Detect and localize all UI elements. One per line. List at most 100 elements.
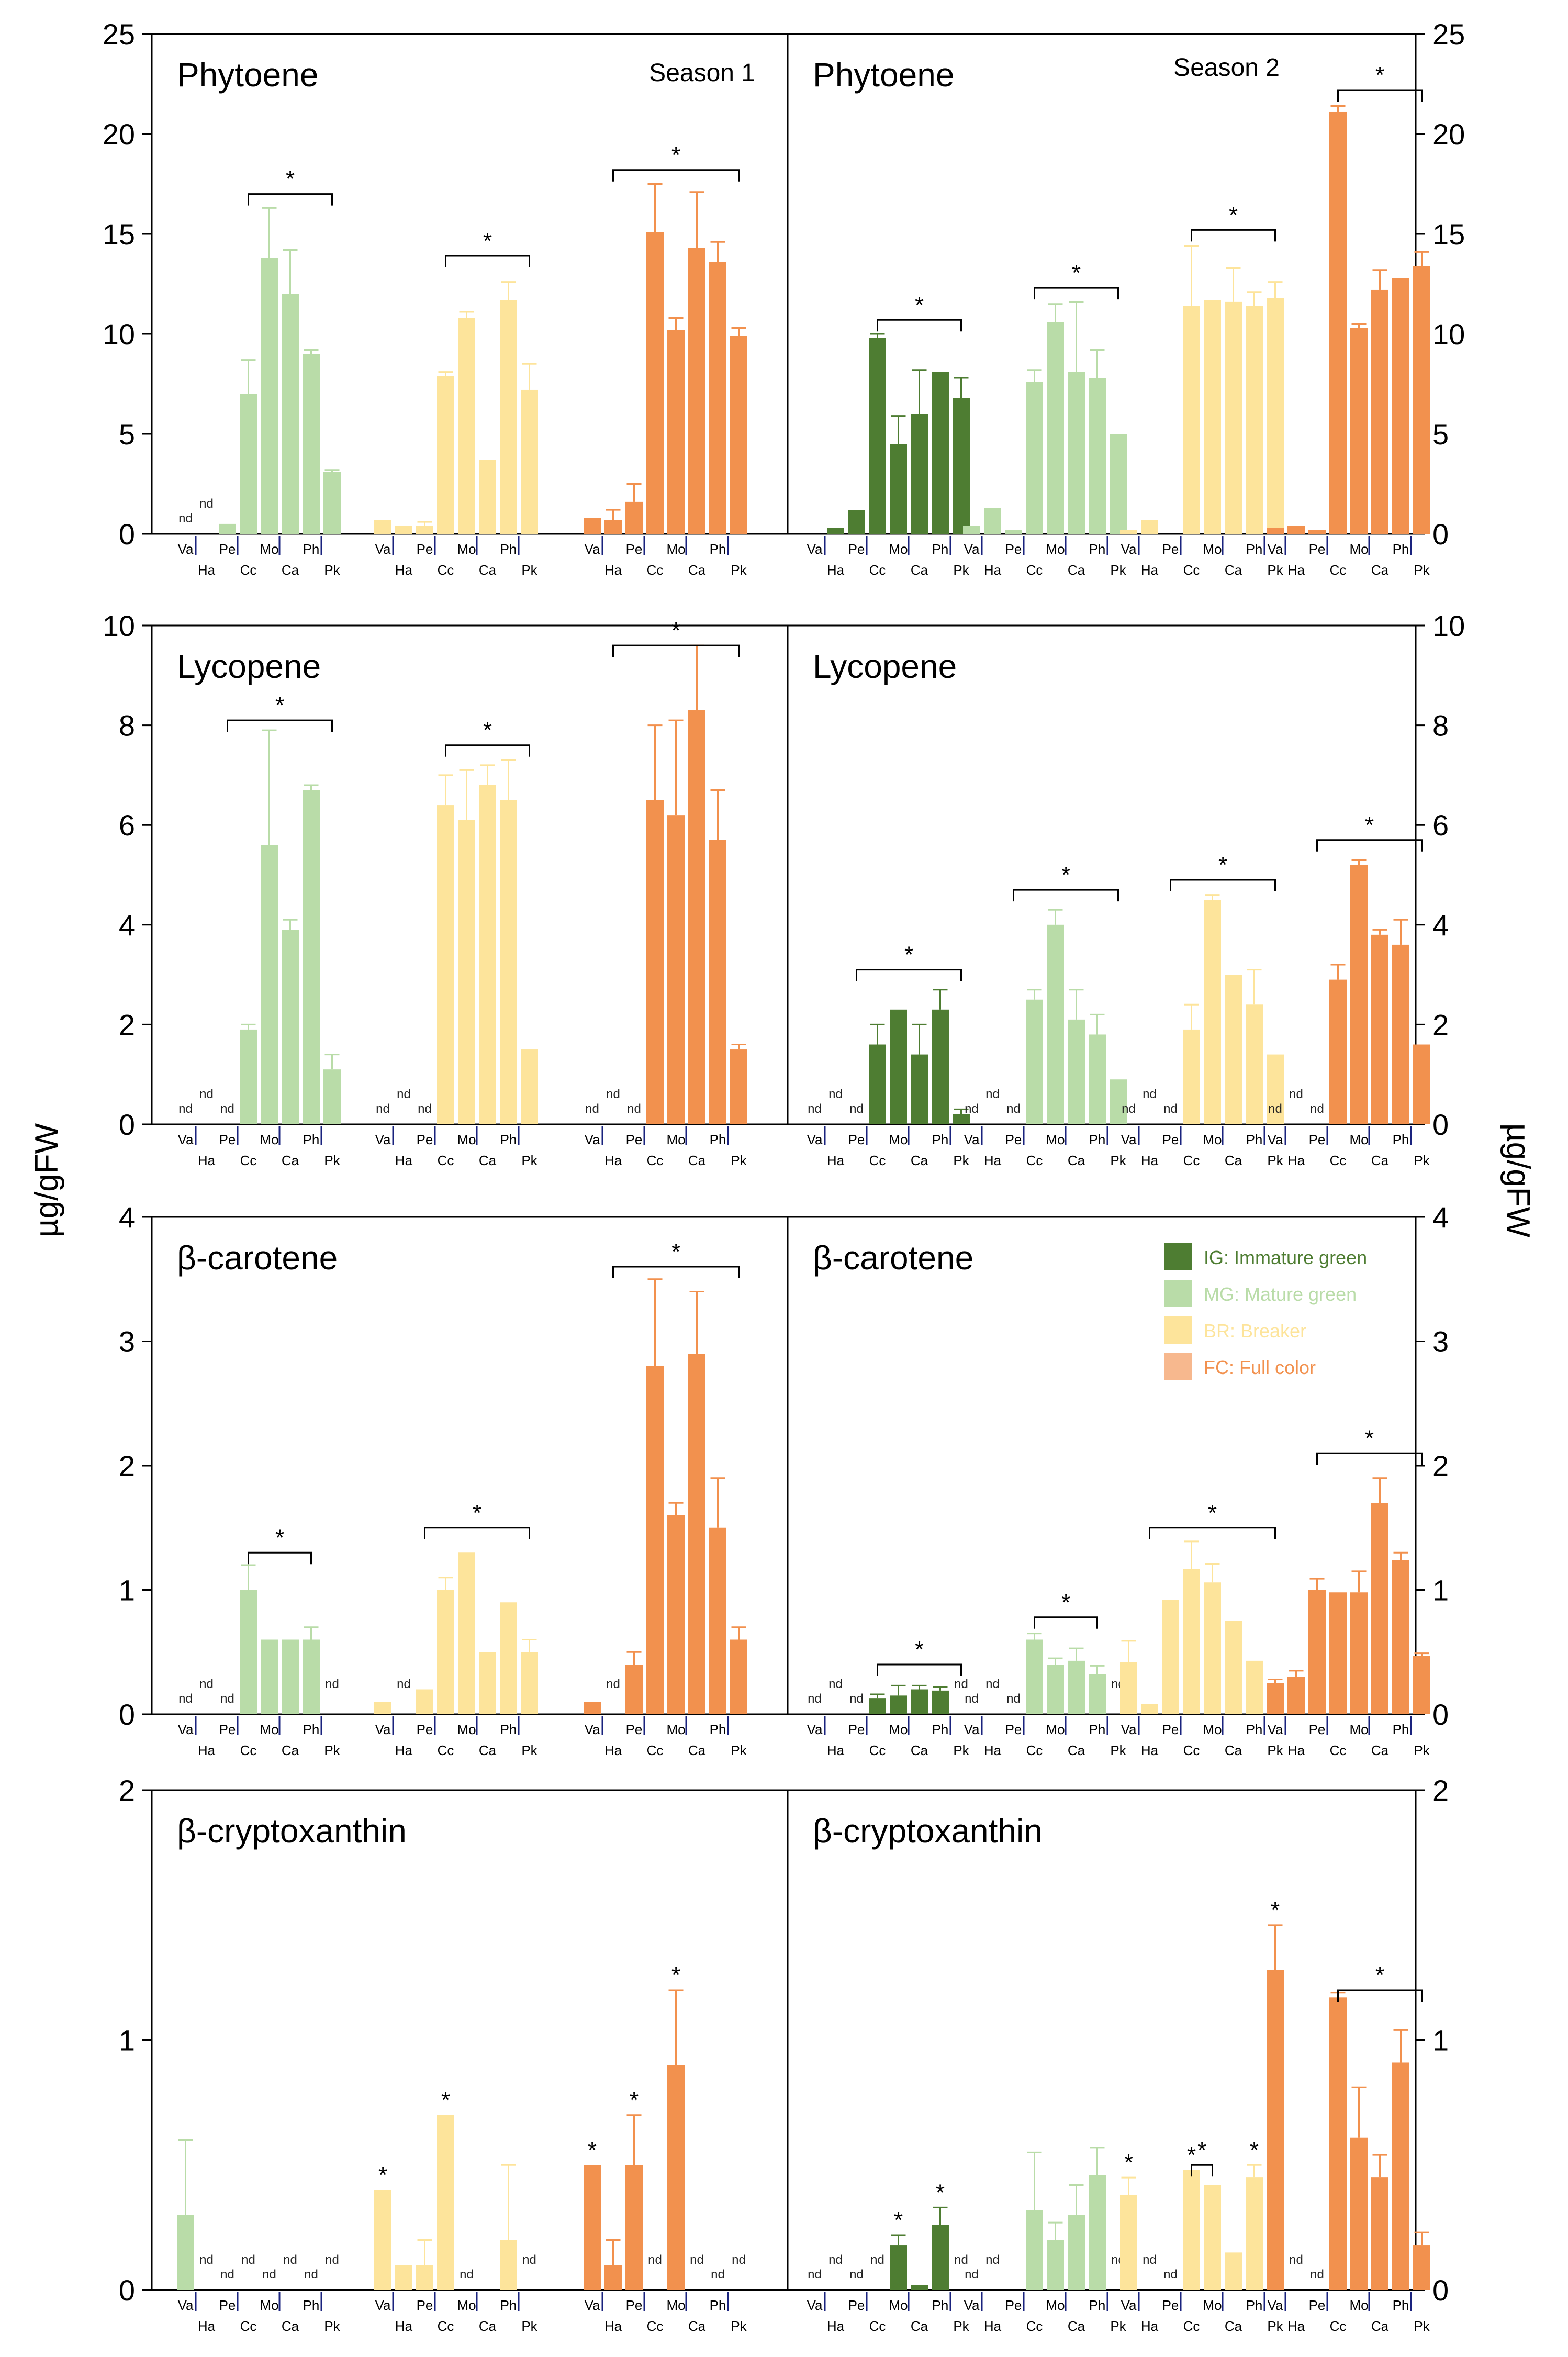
c1-xlabel-IG-Ph: Ph [932, 541, 949, 557]
c0-xlabel-MG-Pe: Pe [219, 541, 236, 557]
c2-xlabel-BR-Pe: Pe [417, 1132, 433, 1147]
legend-label-BR: BR: Breaker [1204, 1320, 1306, 1342]
y-axis-label-right: µg/gFW [1500, 1123, 1536, 1238]
c5-sigstar-IG: * [915, 1637, 924, 1662]
c0-ytick-label-5: 25 [103, 18, 135, 51]
c5-xlabel-MG-Pk: Pk [1110, 1742, 1126, 1758]
c2-sigstar-BR: * [483, 718, 492, 743]
c3-bar-MG-Mo [1047, 924, 1064, 1124]
c6-bar-BR-Cc [437, 2115, 454, 2290]
c0-sigstar-BR: * [483, 228, 492, 254]
c6-bar-BR-Va [374, 2190, 391, 2290]
c0-sigbracket-MG [248, 193, 333, 206]
c7-star-BR-Cc: * [1187, 2142, 1196, 2168]
c4-xlabel-MG-Ca: Ca [282, 1742, 299, 1758]
c4-bar-BR-Cc [437, 1590, 454, 1714]
c6-xlabel-BR-Pk: Pk [521, 2318, 537, 2334]
c0-bar-FC-Ha [604, 520, 622, 534]
c4-nd-BR-Ha: nd [397, 1677, 411, 1691]
c3-xlabel-BR-Pe: Pe [1162, 1132, 1179, 1147]
c2-sigstar-MG: * [275, 692, 284, 718]
c3-bar-BR-Ca [1225, 975, 1242, 1124]
c3-sigbracket-MG [1013, 889, 1119, 902]
c1-bar-IG-Cc [869, 338, 886, 534]
c7-xlabel-MG-Va: Va [964, 2297, 980, 2313]
c7-xlabel-MG-Ha: Ha [984, 2318, 1002, 2334]
c2-xlabel-BR-Ca: Ca [479, 1153, 497, 1168]
c1-bar-FC-Ca [1371, 289, 1388, 534]
c5-bar-BR-Pe [1162, 1600, 1179, 1714]
c0-xlabel-MG-Ca: Ca [282, 562, 299, 578]
c5-bar-IG-Ca [911, 1689, 928, 1714]
c2-nd-BR-Va: nd [376, 1102, 390, 1116]
c3-ytick-label-3: 6 [1432, 809, 1449, 842]
c5-nd-IG-Pe: nd [849, 1692, 864, 1706]
c4-ytick-label-0: 0 [119, 1698, 135, 1731]
c2-xlabel-MG-Ha: Ha [198, 1153, 216, 1168]
c2-xlabel-BR-Ph: Ph [500, 1132, 517, 1147]
c5-xlabel-FC-Pe: Pe [1309, 1722, 1326, 1737]
c5-ytick-label-1: 1 [1432, 1574, 1449, 1607]
c6-xlabel-BR-Cc: Cc [438, 2318, 454, 2334]
c4-nd-MG-Pk: nd [325, 1677, 339, 1691]
c3-bar-FC-Ca [1371, 934, 1388, 1124]
c7-bar-BR-Ph [1246, 2177, 1263, 2290]
c0-bar-FC-Mo [667, 330, 685, 534]
c6-title: β-cryptoxanthin [177, 1812, 407, 1850]
c3-xlabel-FC-Mo: Mo [1349, 1132, 1368, 1147]
c0-xlabel-BR-Pe: Pe [417, 541, 433, 557]
c4-bar-BR-Pe [416, 1689, 433, 1714]
c2-xlabel-MG-Va: Va [178, 1132, 194, 1147]
c5-bar-FC-Ca [1371, 1503, 1388, 1714]
c7-xlabel-BR-Ca: Ca [1225, 2318, 1242, 2334]
c3-xlabel-BR-Cc: Cc [1183, 1153, 1200, 1168]
c4-xlabel-BR-Pk: Pk [521, 1742, 537, 1758]
c6-nd-MG-Ca: nd [283, 2253, 297, 2267]
c0-xlabel-BR-Ph: Ph [500, 541, 517, 557]
c5-ytick-label-4: 4 [1432, 1201, 1449, 1234]
c6-xlabel-FC-Ha: Ha [604, 2318, 622, 2334]
c3-xlabel-MG-Ph: Ph [1089, 1132, 1106, 1147]
c5-bar-FC-Pk [1413, 1656, 1430, 1714]
c2-sigstar-FC: * [671, 618, 680, 643]
c7-xlabel-MG-Mo: Mo [1046, 2297, 1065, 2313]
c6-nd-FC-Cc: nd [648, 2253, 662, 2267]
c2-xlabel-FC-Cc: Cc [647, 1153, 664, 1168]
c6-bar-MG-Va [177, 2215, 194, 2290]
c1-bar-BR-Pk [1267, 298, 1284, 534]
c0-xlabel-FC-Ca: Ca [688, 562, 706, 578]
c0-bar-BR-Cc [437, 376, 454, 534]
c2-nd-MG-Pe: nd [220, 1102, 234, 1116]
c0-bar-BR-Ph [500, 300, 517, 534]
c7-xlabel-BR-Pe: Pe [1162, 2297, 1179, 2313]
c5-ytick-label-2: 2 [1432, 1449, 1449, 1482]
c1-sigstar-MG: * [1072, 260, 1081, 286]
c6-bar-FC-Mo [667, 2065, 685, 2290]
c5-ytick-label-3: 3 [1432, 1325, 1449, 1358]
c6-xlabel-BR-Mo: Mo [457, 2297, 476, 2313]
c6-xlabel-MG-Va: Va [178, 2297, 194, 2313]
c5-sigstar-BR: * [1208, 1500, 1217, 1526]
c1-bar-MG-Ca [1068, 372, 1085, 534]
c3-xlabel-FC-Va: Va [1268, 1132, 1283, 1147]
c5-xlabel-MG-Mo: Mo [1046, 1722, 1065, 1737]
c6-xlabel-BR-Va: Va [375, 2297, 391, 2313]
c3-nd-IG-Va: nd [808, 1102, 822, 1116]
c3-xlabel-MG-Pk: Pk [1110, 1153, 1126, 1168]
c1-bar-MG-Va [963, 526, 980, 534]
c5-bar-MG-Mo [1047, 1665, 1064, 1714]
c3-xlabel-FC-Ha: Ha [1287, 1153, 1305, 1168]
c0-xlabel-BR-Pk: Pk [521, 562, 537, 578]
c1-xlabel-IG-Pk: Pk [953, 562, 969, 578]
c5-xlabel-BR-Cc: Cc [1183, 1742, 1200, 1758]
c7-bar-MG-Cc [1026, 2210, 1043, 2290]
c0-ytick-label-1: 5 [119, 418, 135, 451]
c5-bar-FC-Pe [1308, 1590, 1326, 1714]
c4-ytick-label-2: 2 [119, 1449, 135, 1482]
c7-ytick-label-1: 1 [1432, 2024, 1449, 2057]
c7-nd-BR-Pe: nd [1163, 2267, 1178, 2282]
c4-sigstar-BR: * [473, 1500, 481, 1526]
c0-ytick-label-0: 0 [119, 518, 135, 551]
c1-bar-IG-Ca [911, 414, 928, 534]
